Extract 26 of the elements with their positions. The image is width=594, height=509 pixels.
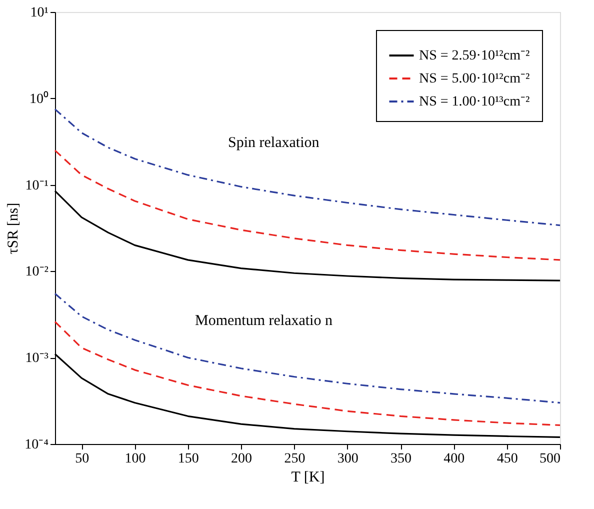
line-series <box>54 292 561 404</box>
y-axis-title: τSR [ns] <box>6 202 22 254</box>
y-tick-label: 10⁻² <box>25 264 48 280</box>
x-tick-label: 300 <box>337 452 358 466</box>
x-tick-label: 450 <box>496 452 518 466</box>
annotation: Momentum relaxatio n <box>195 313 333 329</box>
legend-label: NS = 5.00·10¹²cm⁻² <box>419 72 530 86</box>
y-tick-label: 10⁰ <box>30 90 48 107</box>
y-tick-label: 10¹ <box>30 6 48 20</box>
x-tick-label: 500 <box>540 452 560 466</box>
line-series <box>54 108 561 226</box>
x-tick-label: 50 <box>75 452 90 466</box>
x-tick-label: 200 <box>231 452 252 466</box>
annotation: Spin relaxation <box>228 135 320 151</box>
legend-label: NS = 2.59·10¹²cm⁻² <box>419 48 530 64</box>
x-tick-label: 100 <box>124 452 146 466</box>
y-tick-label: 10⁻¹ <box>25 178 48 194</box>
x-tick-label: 150 <box>178 452 199 466</box>
legend-label: NS = 1.00·10¹³cm⁻² <box>419 94 530 110</box>
x-tick-label: 400 <box>444 452 465 466</box>
y-tick-label: 10⁻³ <box>25 351 48 366</box>
x-tick-label: 350 <box>390 452 412 466</box>
y-tick-label: 10⁻⁴ <box>24 438 49 452</box>
line-series <box>54 150 561 261</box>
x-axis-title: T [K] <box>291 470 325 486</box>
x-tick-label: 250 <box>284 452 306 466</box>
